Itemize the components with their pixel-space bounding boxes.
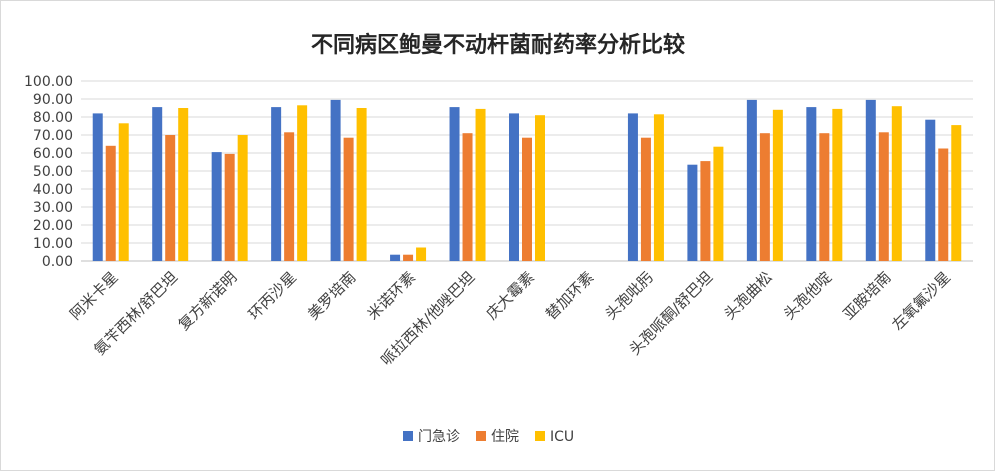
y-tick-label: 90.00	[33, 92, 73, 108]
legend-swatch	[476, 431, 486, 441]
bar-6-1	[462, 133, 473, 261]
bar-2-0	[211, 152, 222, 261]
bar-5-1	[403, 254, 414, 261]
bar-10-0	[687, 164, 698, 261]
x-tick-label: 头孢吡肟	[602, 268, 657, 323]
bar-12-1	[819, 133, 830, 261]
bar-9-2	[653, 114, 664, 261]
bar-13-1	[878, 132, 889, 261]
x-tick-label: 头孢他啶	[780, 268, 835, 323]
bar-4-2	[356, 108, 367, 261]
bar-7-2	[535, 115, 545, 261]
bar-3-2	[297, 105, 308, 261]
y-tick-label: 50.00	[33, 164, 73, 180]
bar-7-0	[509, 113, 519, 262]
legend-label: ICU	[550, 429, 574, 445]
bar-14-0	[925, 119, 936, 261]
x-tick-label: 阿米卡星	[66, 268, 121, 323]
legend-swatch	[535, 431, 545, 441]
y-axis-ticks: 0.00 10.00 20.00 30.00 40.00 50.00 60.00 70.00 8…	[24, 74, 73, 270]
bar-11-1	[759, 133, 770, 261]
bar-6-0	[449, 107, 460, 261]
bar-2-2	[237, 135, 248, 261]
legend-swatch	[403, 431, 413, 441]
y-tick-label: 100.00	[24, 74, 73, 90]
bar-12-0	[806, 107, 817, 261]
bar-13-2	[891, 106, 902, 261]
bar-3-1	[284, 132, 295, 261]
bar-5-2	[416, 247, 427, 261]
bar-14-2	[951, 125, 962, 261]
x-tick-label: 环丙沙星	[245, 268, 300, 323]
bar-4-0	[330, 99, 341, 262]
bar-1-1	[165, 135, 176, 261]
x-tick-label: 美罗培南	[304, 268, 359, 323]
bar-6-2	[475, 108, 486, 262]
legend-label: 住院	[491, 429, 519, 445]
bar-9-1	[640, 137, 651, 261]
y-tick-label: 0.00	[42, 254, 73, 270]
bar-9-0	[627, 113, 638, 262]
bar-11-0	[746, 99, 757, 262]
bar-7-1	[522, 137, 532, 261]
y-tick-label: 10.00	[33, 236, 73, 252]
bar-2-1	[224, 153, 235, 261]
bar-0-0	[92, 113, 103, 262]
bar-14-1	[938, 148, 949, 261]
bar-0-1	[105, 145, 116, 261]
y-tick-label: 20.00	[33, 218, 73, 234]
bar-0-2	[118, 123, 129, 261]
bar-13-0	[865, 99, 876, 262]
bar-4-1	[343, 137, 354, 261]
legend: 门急诊 住院 ICU	[403, 429, 574, 445]
bar-12-2	[832, 108, 843, 262]
x-tick-label: 亚胺培南	[839, 268, 894, 323]
y-tick-label: 80.00	[33, 110, 73, 126]
bar-1-0	[152, 107, 163, 261]
bar-10-1	[700, 161, 711, 261]
bar-11-2	[772, 109, 783, 261]
legend-label: 门急诊	[418, 429, 460, 445]
x-tick-label: 左氧氟沙星	[888, 268, 954, 334]
bar-3-0	[271, 107, 282, 261]
bar-5-0	[390, 254, 401, 261]
x-tick-label: 庆大霉素	[483, 268, 538, 323]
y-tick-label: 40.00	[33, 182, 73, 198]
bar-10-2	[713, 146, 724, 261]
y-tick-label: 70.00	[33, 128, 73, 144]
bar-1-2	[178, 108, 189, 261]
y-tick-label: 60.00	[33, 146, 73, 162]
y-tick-label: 30.00	[33, 200, 73, 216]
x-tick-label: 替加环素	[542, 268, 597, 323]
x-tick-label: 复方新诺明	[175, 268, 241, 334]
x-tick-label: 头孢曲松	[721, 268, 776, 323]
bars	[92, 99, 962, 262]
chart-title: 不同病区鲍曼不动杆菌耐药率分析比较	[311, 32, 685, 58]
x-tick-label: 米诺环素	[364, 268, 419, 323]
